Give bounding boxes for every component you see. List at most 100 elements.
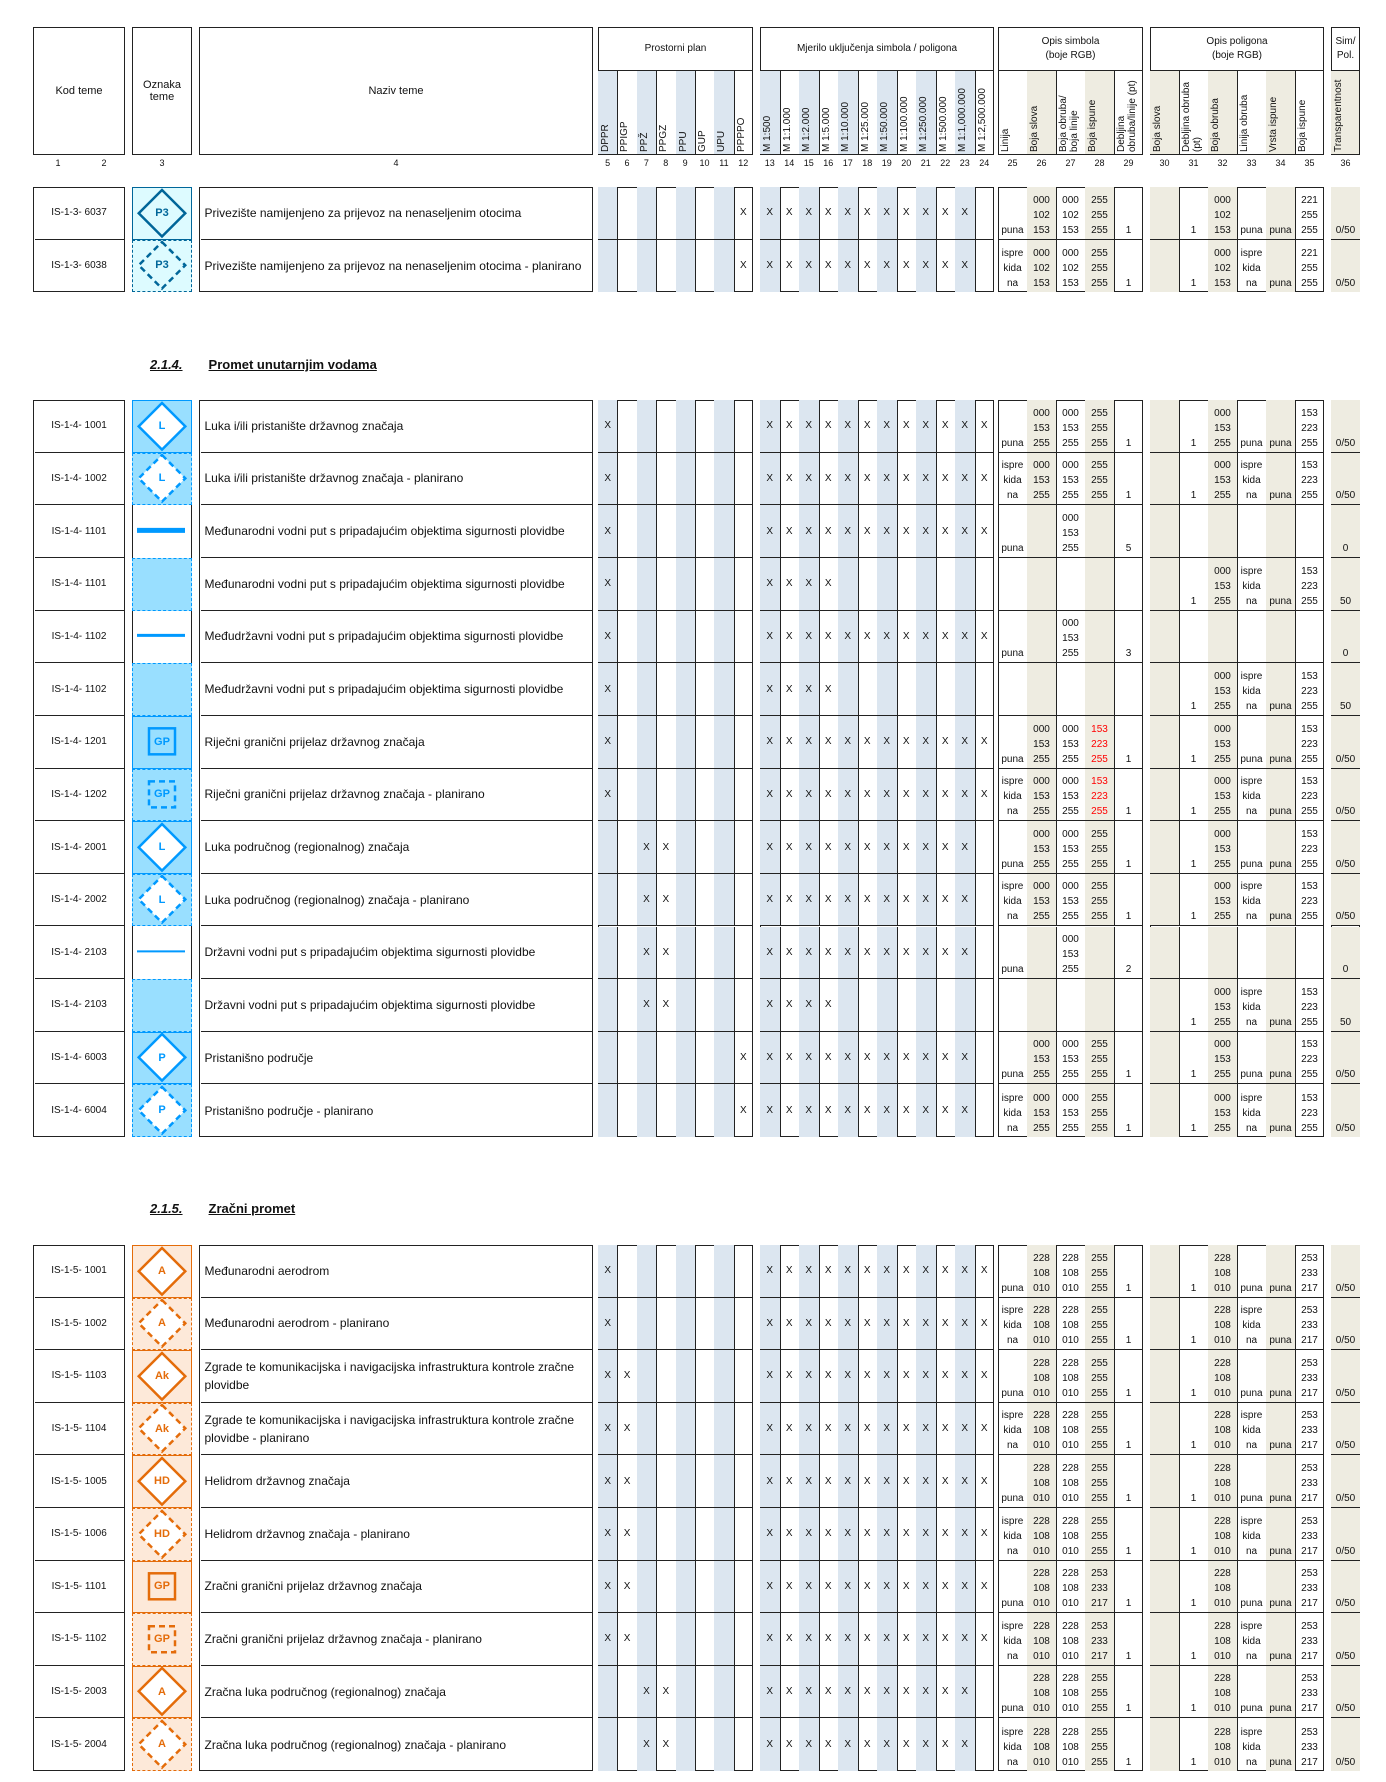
column-number: 13 — [764, 158, 775, 168]
column-number: 32 — [1217, 158, 1228, 168]
symbol-label: A — [158, 1317, 166, 1330]
theme-name: Državni vodni put s pripadajućim objekti… — [200, 927, 592, 980]
square-symbol-icon — [147, 1572, 176, 1601]
prostorni-plan-cell — [675, 715, 696, 769]
prostorni-plan-cell — [656, 1350, 677, 1403]
prostorni-plan-cell — [636, 1245, 658, 1298]
opis-poligona-cell: puna — [1266, 400, 1296, 453]
symbol-label: A — [158, 1685, 166, 1698]
header-prostorni-plan-col-label: GUP — [696, 130, 708, 152]
opis-poligona-cell — [1150, 821, 1180, 874]
opis-simbola-cell: 228 108 010 — [1027, 1297, 1057, 1351]
mjerilo-cell: X — [974, 1298, 994, 1351]
mjerilo-cell: X — [877, 873, 898, 927]
mjerilo-cell: X — [916, 1297, 937, 1351]
mjerilo-cell — [955, 663, 976, 716]
opis-simbola-cell — [1027, 926, 1057, 980]
opis-simbola-cell: puna — [998, 1350, 1028, 1403]
theme-name: Riječni granični prijelaz državnog znača… — [200, 716, 592, 769]
mjerilo-cell: X — [779, 1560, 800, 1614]
mjerilo-cell: X — [916, 1455, 937, 1508]
mjerilo-cell: X — [760, 1718, 781, 1771]
mjerilo-cell: X — [818, 715, 839, 769]
opis-simbola-cell: 228 108 010 — [1027, 1613, 1057, 1666]
header-prostorni-plan-col-label: PPPPO — [735, 117, 747, 152]
opis-poligona-cell: 1 — [1179, 1718, 1209, 1771]
mjerilo-cell: X — [799, 1031, 820, 1085]
header-mjerilo-col-header — [838, 71, 859, 155]
prostorni-plan-cell — [656, 663, 677, 716]
prostorni-plan-cell: X — [617, 1508, 638, 1561]
theme-name: Međunarodni vodni put s pripadajućim obj… — [200, 505, 592, 558]
mjerilo-cell: X — [760, 768, 781, 822]
prostorni-plan-cell — [636, 610, 658, 664]
column-number: 9 — [682, 158, 688, 168]
prostorni-plan-cell — [636, 1613, 658, 1666]
mjerilo-cell: X — [935, 1245, 956, 1298]
mjerilo-cell: X — [799, 926, 820, 980]
opis-simbola-cell — [1114, 558, 1143, 611]
prostorni-plan-cell: X — [617, 1350, 638, 1403]
prostorni-plan-cell — [617, 979, 638, 1032]
mjerilo-cell: X — [955, 400, 976, 453]
mjerilo-cell: X — [916, 1508, 937, 1561]
diamond-symbol-icon — [136, 1032, 187, 1083]
opis-poligona-cell: ispre kida na — [1237, 1508, 1267, 1561]
opis-simbola-cell: 1 — [1114, 400, 1143, 453]
mjerilo-cell: X — [799, 1613, 820, 1666]
opis-simbola-cell: puna — [998, 1031, 1028, 1085]
opis-simbola-cell — [998, 663, 1028, 716]
header-opis-simbola-col-header — [1114, 71, 1143, 155]
prostorni-plan-cell — [733, 1508, 753, 1561]
opis-poligona-cell: 253 233 217 — [1295, 1666, 1324, 1719]
opis-poligona-cell — [1150, 1245, 1180, 1298]
prostorni-plan-cell: X — [598, 610, 619, 664]
prostorni-plan-cell — [598, 1031, 619, 1085]
mjerilo-cell: X — [955, 452, 976, 506]
mjerilo-cell: X — [858, 1084, 878, 1138]
opis-poligona-cell: ispre kida na — [1237, 1084, 1267, 1138]
transparentnost-cell: 0/50 — [1331, 1718, 1360, 1771]
opis-poligona-cell: 1 — [1179, 1031, 1209, 1085]
mjerilo-cell — [975, 1084, 995, 1137]
mjerilo-cell: X — [818, 610, 839, 664]
opis-simbola-cell — [1085, 926, 1115, 980]
prostorni-plan-cell — [694, 452, 716, 506]
symbol-cell — [132, 1665, 192, 1719]
transparentnost-cell: 0/50 — [1331, 1402, 1360, 1456]
prostorni-plan-cell — [675, 1665, 696, 1719]
header-sim-pol-title: Sim/ Pol. — [1331, 27, 1360, 71]
mjerilo-cell: X — [955, 1560, 976, 1614]
prostorni-plan-cell — [733, 663, 753, 716]
transparentnost-cell: 50 — [1331, 979, 1360, 1032]
prostorni-plan-cell — [656, 1455, 677, 1508]
prostorni-plan-cell — [636, 505, 658, 558]
mjerilo-cell: X — [955, 239, 976, 292]
mjerilo-cell: X — [858, 1718, 878, 1771]
prostorni-plan-cell — [675, 926, 696, 980]
diamond-symbol-icon — [136, 1456, 187, 1507]
opis-poligona-cell: 253 233 217 — [1295, 1350, 1324, 1403]
mjerilo-cell: X — [760, 715, 781, 769]
mjerilo-cell: X — [857, 1665, 878, 1719]
prostorni-plan-cell: X — [598, 1613, 619, 1666]
mjerilo-cell: X — [838, 1718, 859, 1771]
opis-simbola-cell: 000 153 255 — [1027, 715, 1057, 769]
prostorni-plan-cell: X — [739, 260, 747, 272]
column-number: 24 — [979, 158, 990, 168]
diamond-symbol-icon — [136, 1403, 187, 1454]
prostorni-plan-cell — [675, 1718, 696, 1771]
prostorni-plan-cell — [636, 557, 658, 611]
mjerilo-cell: X — [935, 768, 956, 822]
theme-name: Državni vodni put s pripadajućim objekti… — [200, 979, 592, 1032]
mjerilo-cell: X — [760, 1402, 781, 1456]
prostorni-plan-cell — [675, 1084, 696, 1138]
mjerilo-cell: X — [955, 1297, 976, 1351]
header-prostorni-plan-title: Prostorni plan — [598, 27, 753, 71]
opis-simbola-cell: puna — [998, 1560, 1028, 1614]
mjerilo-cell: X — [955, 1455, 976, 1508]
prostorni-plan-cell — [694, 1560, 716, 1614]
opis-poligona-cell — [1295, 927, 1324, 980]
mjerilo-cell: X — [896, 610, 917, 664]
prostorni-plan-cell — [636, 1508, 658, 1561]
